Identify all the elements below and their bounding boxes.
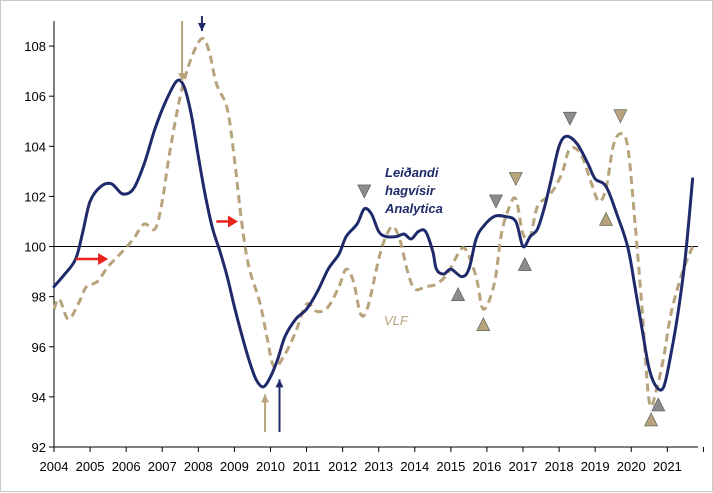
- x-tick-label: 2021: [653, 459, 682, 474]
- y-tick-label: 98: [32, 290, 46, 305]
- y-tick-label: 104: [24, 139, 46, 154]
- y-tick-label: 100: [24, 240, 46, 255]
- x-tick-label: 2016: [472, 459, 501, 474]
- vlf-series-label: VLF: [384, 313, 409, 328]
- red-arrow-head: [98, 253, 109, 266]
- x-tick-label: 2017: [509, 459, 538, 474]
- trough-marker: [599, 211, 613, 226]
- x-tick-label: 2020: [617, 459, 646, 474]
- y-tick-label: 96: [32, 340, 46, 355]
- x-tick-label: 2012: [328, 459, 357, 474]
- y-tick-label: 94: [32, 390, 46, 405]
- x-tick-label: 2005: [76, 459, 105, 474]
- lead-series-label: Analytica: [384, 201, 443, 216]
- peak-marker: [488, 194, 503, 209]
- vertical-arrow-head: [275, 379, 284, 388]
- x-tick-label: 2015: [436, 459, 465, 474]
- x-tick-label: 2011: [293, 459, 321, 474]
- vertical-arrow-head: [197, 23, 206, 32]
- y-tick-label: 108: [24, 39, 46, 54]
- x-tick-label: 2019: [581, 459, 610, 474]
- vertical-arrow-head: [261, 394, 270, 403]
- trough-marker: [476, 317, 491, 332]
- x-tick-label: 2008: [184, 459, 213, 474]
- peak-marker: [613, 109, 628, 124]
- x-tick-label: 2007: [148, 459, 177, 474]
- peak-marker: [562, 111, 577, 126]
- peak-marker: [508, 172, 523, 187]
- trough-marker: [517, 256, 532, 271]
- y-tick-label: 106: [24, 89, 46, 104]
- red-arrow-head: [228, 215, 238, 228]
- x-tick-label: 2013: [364, 459, 393, 474]
- lead-series-label: hagvísir: [385, 183, 436, 198]
- lead-series-label: Leiðandi: [385, 165, 439, 180]
- x-tick-label: 2004: [40, 459, 69, 474]
- y-tick-label: 92: [32, 440, 46, 455]
- trough-marker: [644, 412, 659, 427]
- peak-marker: [357, 184, 372, 199]
- vertical-arrow-head: [178, 73, 187, 82]
- series-lead-line: [52, 78, 695, 392]
- x-tick-label: 2018: [545, 459, 574, 474]
- x-tick-label: 2010: [256, 459, 285, 474]
- x-tick-label: 2014: [400, 459, 429, 474]
- x-tick-label: 2006: [112, 459, 141, 474]
- y-tick-label: 102: [24, 189, 46, 204]
- trough-marker: [451, 286, 466, 301]
- trough-marker: [651, 397, 666, 412]
- x-tick-label: 2009: [220, 459, 249, 474]
- series-vlf-line: [52, 36, 694, 409]
